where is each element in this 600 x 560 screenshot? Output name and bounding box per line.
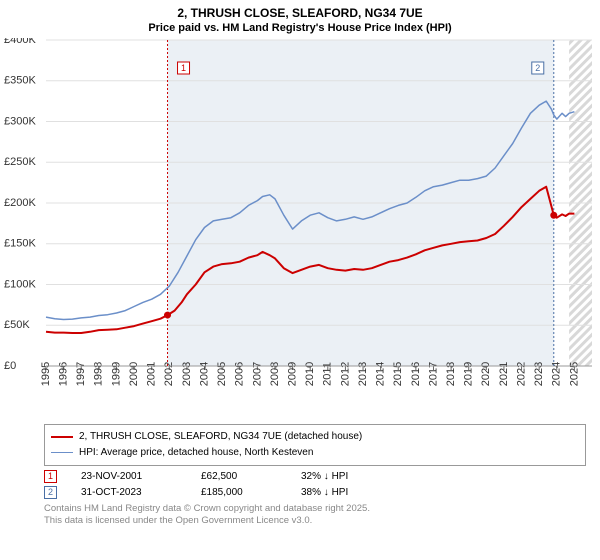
svg-text:2000: 2000 — [128, 361, 140, 385]
marker-table: 1 23-NOV-2001 £62,500 32% ↓ HPI 2 31-OCT… — [44, 470, 586, 499]
svg-text:2004: 2004 — [198, 361, 210, 385]
svg-text:£200K: £200K — [4, 197, 36, 209]
footer-line: This data is licensed under the Open Gov… — [44, 515, 586, 527]
svg-text:£350K: £350K — [4, 74, 36, 86]
svg-text:2019: 2019 — [463, 361, 475, 385]
footer-line: Contains HM Land Registry data © Crown c… — [44, 503, 586, 515]
legend-label: HPI: Average price, detached house, Nort… — [79, 445, 313, 461]
svg-text:2010: 2010 — [304, 361, 316, 385]
svg-text:2008: 2008 — [269, 361, 281, 385]
svg-text:£100K: £100K — [4, 278, 36, 290]
svg-text:2005: 2005 — [216, 361, 228, 385]
chart-svg: £0 £50K £100K £150K £200K £250K £300K £350K £400… — [4, 38, 596, 418]
legend-row: 2, THRUSH CLOSE, SLEAFORD, NG34 7UE (det… — [51, 429, 579, 445]
svg-text:2: 2 — [535, 63, 540, 73]
marker-price: £62,500 — [201, 471, 301, 482]
svg-text:£150K: £150K — [4, 237, 36, 249]
marker-box-2: 2 — [44, 486, 57, 499]
marker-date: 23-NOV-2001 — [81, 471, 201, 482]
svg-text:2025: 2025 — [568, 361, 580, 385]
svg-text:2002: 2002 — [163, 361, 175, 385]
legend-swatch-blue — [51, 452, 73, 453]
svg-text:2012: 2012 — [339, 361, 351, 385]
legend-swatch-red — [51, 436, 73, 438]
marker-date: 31-OCT-2023 — [81, 487, 201, 498]
svg-text:2015: 2015 — [392, 361, 404, 385]
svg-text:£50K: £50K — [4, 319, 30, 331]
footer: Contains HM Land Registry data © Crown c… — [44, 503, 586, 528]
svg-text:2016: 2016 — [410, 361, 422, 385]
svg-text:2021: 2021 — [498, 361, 510, 385]
legend-label: 2, THRUSH CLOSE, SLEAFORD, NG34 7UE (det… — [79, 429, 362, 445]
chart-title: 2, THRUSH CLOSE, SLEAFORD, NG34 7UE — [0, 0, 600, 22]
svg-text:2013: 2013 — [357, 361, 369, 385]
legend-row: HPI: Average price, detached house, Nort… — [51, 445, 579, 461]
svg-text:£300K: £300K — [4, 115, 36, 127]
svg-text:1: 1 — [181, 63, 186, 73]
svg-text:2022: 2022 — [515, 361, 527, 385]
marker-row: 2 31-OCT-2023 £185,000 38% ↓ HPI — [44, 486, 586, 499]
marker-box-1: 1 — [44, 470, 57, 483]
svg-text:2001: 2001 — [146, 361, 158, 385]
svg-text:2006: 2006 — [234, 361, 246, 385]
svg-text:2014: 2014 — [375, 361, 387, 385]
svg-text:2020: 2020 — [480, 361, 492, 385]
chart-subtitle: Price paid vs. HM Land Registry's House … — [0, 22, 600, 38]
svg-text:2018: 2018 — [445, 361, 457, 385]
svg-text:£250K: £250K — [4, 156, 36, 168]
legend-box: 2, THRUSH CLOSE, SLEAFORD, NG34 7UE (det… — [44, 424, 586, 466]
svg-text:2003: 2003 — [181, 361, 193, 385]
svg-text:2023: 2023 — [533, 361, 545, 385]
marker-price: £185,000 — [201, 487, 301, 498]
svg-text:1999: 1999 — [110, 361, 122, 385]
chart-area: £0 £50K £100K £150K £200K £250K £300K £350K £400… — [4, 38, 596, 418]
svg-text:£400K: £400K — [4, 38, 36, 46]
svg-text:1996: 1996 — [58, 361, 70, 385]
svg-text:1998: 1998 — [93, 361, 105, 385]
svg-text:£0: £0 — [4, 360, 16, 372]
svg-text:2009: 2009 — [286, 361, 298, 385]
svg-text:2024: 2024 — [551, 361, 563, 385]
marker-diff: 32% ↓ HPI — [301, 471, 348, 482]
svg-text:2007: 2007 — [251, 361, 263, 385]
marker-row: 1 23-NOV-2001 £62,500 32% ↓ HPI — [44, 470, 586, 483]
svg-text:1997: 1997 — [75, 361, 87, 385]
marker-diff: 38% ↓ HPI — [301, 487, 348, 498]
svg-text:2017: 2017 — [427, 361, 439, 385]
svg-text:1995: 1995 — [40, 361, 52, 385]
